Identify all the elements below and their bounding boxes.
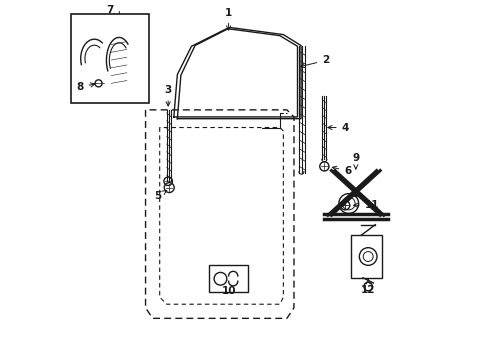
Text: 10: 10: [221, 286, 235, 296]
Circle shape: [351, 189, 359, 197]
Text: 7: 7: [106, 5, 114, 15]
Text: 4: 4: [327, 122, 348, 132]
Text: 9: 9: [351, 153, 359, 169]
Bar: [350, 235, 382, 278]
Text: 2: 2: [300, 55, 329, 68]
Text: 11: 11: [353, 200, 378, 210]
Text: 3: 3: [164, 85, 171, 106]
Text: 8: 8: [76, 82, 95, 92]
Text: 6: 6: [332, 166, 351, 176]
Text: 12: 12: [360, 279, 375, 295]
Bar: [209, 265, 247, 292]
Text: 1: 1: [224, 8, 232, 30]
Bar: [71, 14, 149, 103]
Text: 5: 5: [154, 190, 166, 202]
